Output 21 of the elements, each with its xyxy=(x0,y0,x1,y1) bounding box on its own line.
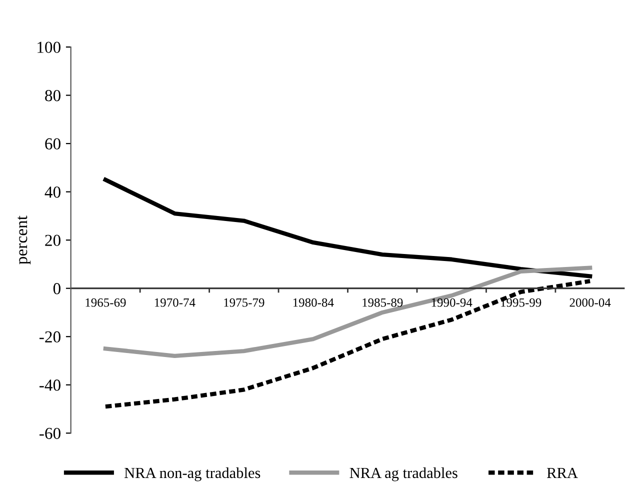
y-tick-label: 20 xyxy=(45,234,60,246)
x-tick-label: 1985-89 xyxy=(362,298,403,307)
y-tick-label: 100 xyxy=(38,42,60,53)
x-tick-label: 2000-04 xyxy=(570,298,611,307)
x-tick-label: 1965-69 xyxy=(86,298,126,307)
x-tick-label: 1975-79 xyxy=(224,298,264,307)
legend-label: NRA non-ag tradables xyxy=(124,467,260,482)
x-tick-label: 1970-74 xyxy=(154,298,196,307)
y-tick-label: -40 xyxy=(40,380,60,391)
legend-label: NRA ag tradables xyxy=(350,467,458,482)
legend-label: RRA xyxy=(546,468,578,478)
y-tick-label: 60 xyxy=(45,138,60,150)
y-axis-title: percent xyxy=(18,216,31,264)
x-tick-label: 1990-94 xyxy=(432,298,472,307)
y-tick-label: -20 xyxy=(40,331,60,343)
y-tick-label: -60 xyxy=(40,428,60,440)
y-tick-label: 80 xyxy=(45,90,60,102)
y-tick-label: 0 xyxy=(53,283,60,294)
x-tick-label: 1980-84 xyxy=(293,298,334,307)
x-tick-label: 1995-99 xyxy=(501,298,542,307)
y-tick-label: 40 xyxy=(44,186,60,198)
